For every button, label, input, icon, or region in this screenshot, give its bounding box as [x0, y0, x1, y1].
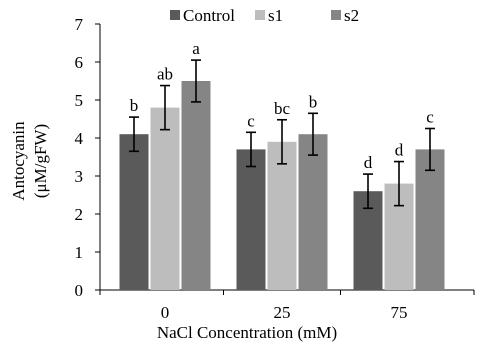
x-tick-label: 75	[391, 303, 408, 322]
legend-swatch	[170, 10, 180, 20]
y-axis-label-line2: (μM/gFW)	[31, 124, 50, 198]
x-tick-label: 0	[161, 303, 170, 322]
x-axis-label: NaCl Concentration (mM)	[157, 323, 337, 342]
data-label: c	[426, 108, 434, 127]
data-label: a	[192, 39, 200, 58]
legend: Control s1 s2	[170, 6, 359, 25]
bar	[236, 149, 266, 290]
data-label: ab	[157, 65, 173, 84]
y-tick-label: 7	[75, 15, 84, 34]
legend-label: s1	[268, 6, 283, 25]
bar	[181, 81, 211, 290]
bar	[119, 134, 149, 290]
y-axis-label-line1: Antocyanin	[9, 121, 28, 201]
data-label: b	[130, 96, 139, 115]
y-tick-label: 5	[75, 91, 84, 110]
legend-label: s2	[344, 6, 359, 25]
bar	[298, 134, 328, 290]
y-tick-label: 2	[75, 205, 84, 224]
y-tick-label: 1	[75, 243, 84, 262]
y-tick-label: 6	[75, 53, 84, 72]
x-tick-label: 25	[274, 303, 291, 322]
y-tick-label: 4	[75, 129, 84, 148]
data-label: d	[364, 153, 373, 172]
bar	[267, 141, 297, 290]
data-label: c	[247, 111, 255, 130]
y-axis-label: Antocyanin (μM/gFW)	[9, 121, 50, 201]
bar	[150, 107, 180, 290]
y-tick-label: 3	[75, 167, 84, 186]
legend-swatch	[331, 10, 341, 20]
legend-label: Control	[183, 6, 235, 25]
data-label: b	[309, 92, 318, 111]
y-tick-label: 0	[75, 281, 84, 300]
data-label: d	[395, 141, 404, 160]
legend-swatch	[255, 10, 265, 20]
bar	[415, 149, 445, 290]
data-label: bc	[274, 99, 291, 118]
